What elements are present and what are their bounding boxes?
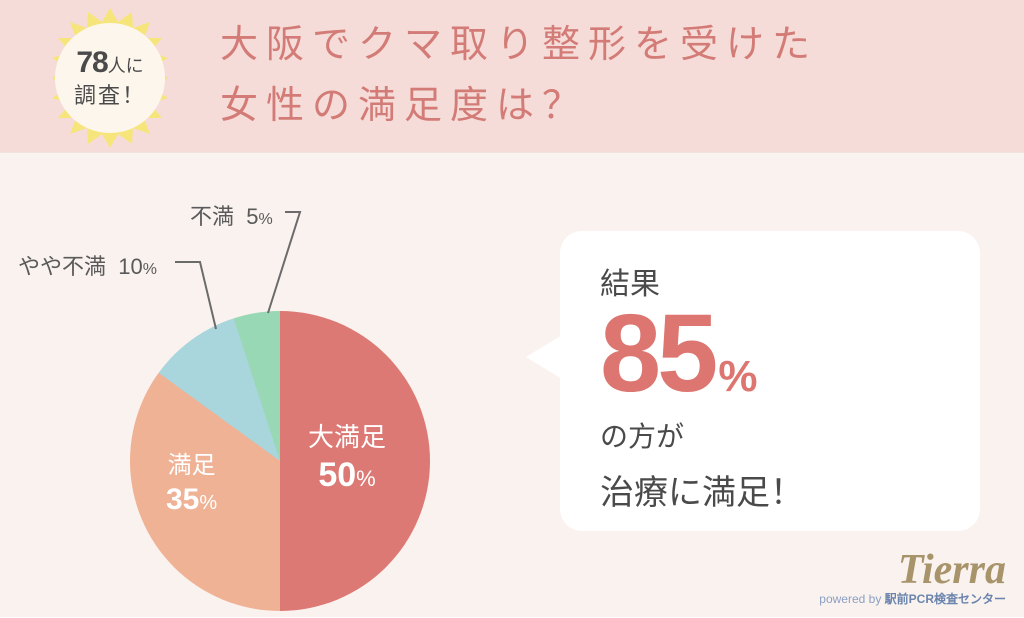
badge-line2: 調査！	[74, 78, 146, 110]
title-line1: 大阪でクマ取り整形を受けた	[220, 15, 818, 76]
powered-prefix: powered by	[819, 592, 884, 606]
page-title: 大阪でクマ取り整形を受けた 女性の満足度は？	[220, 15, 818, 137]
badge-count: 78	[76, 46, 107, 79]
powered-by: powered by 駅前PCR検査センター	[819, 590, 1006, 607]
title-line2: 女性の満足度は？	[220, 76, 818, 137]
leader-line-icon	[0, 153, 560, 618]
powered-name: 駅前PCR検査センター	[885, 592, 1006, 606]
body: 大満足 50% 満足 35% やや不満 10% 不満 5% 結果 85 % の方…	[0, 152, 1024, 617]
badge-suffix: 人に	[108, 56, 144, 76]
callout-big-number-row: 85 %	[600, 299, 946, 409]
brand-logo: Tierra powered by 駅前PCR検査センター	[819, 546, 1006, 607]
callout-line3: の方が	[600, 415, 946, 455]
brand-name: Tierra	[819, 546, 1006, 594]
badge-inner: 78人に 調査！	[55, 23, 165, 133]
result-callout: 結果 85 % の方が 治療に満足！	[560, 231, 980, 531]
callout-big-number: 85	[600, 299, 714, 409]
callout-big-unit: %	[718, 352, 757, 402]
callout-line4: 治療に満足！	[600, 465, 946, 514]
header: 78人に 調査！ 大阪でクマ取り整形を受けた 女性の満足度は？	[0, 0, 1024, 152]
survey-badge: 78人に 調査！	[40, 8, 180, 148]
pie-area: 大満足 50% 満足 35% やや不満 10% 不満 5%	[0, 153, 560, 618]
